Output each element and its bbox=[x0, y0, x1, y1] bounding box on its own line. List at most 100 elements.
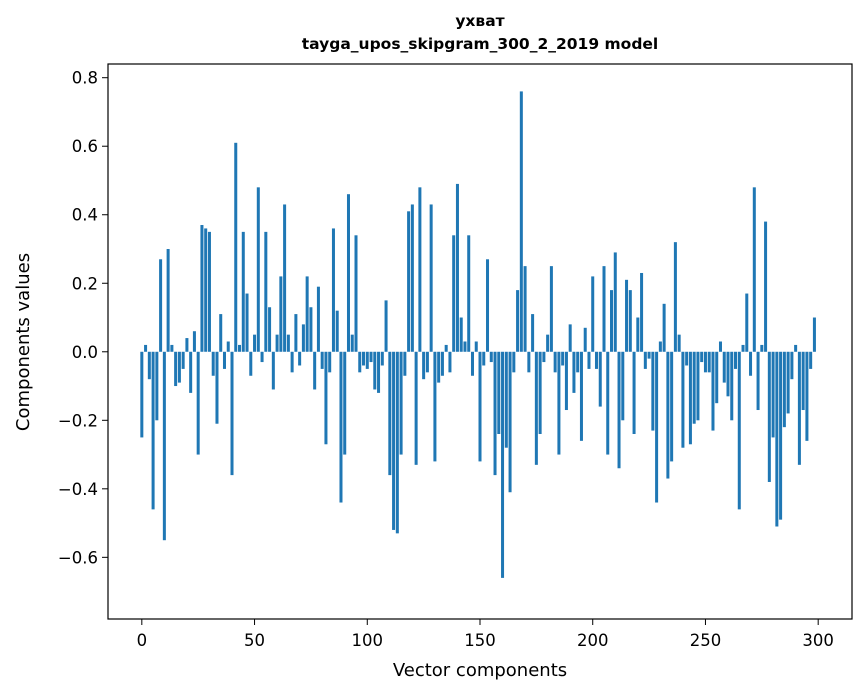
bar bbox=[809, 351, 813, 369]
bar bbox=[579, 351, 583, 441]
bar bbox=[643, 351, 647, 369]
bar bbox=[335, 310, 339, 352]
bar bbox=[249, 351, 253, 376]
bar bbox=[549, 266, 553, 352]
bar bbox=[283, 204, 287, 352]
bar bbox=[181, 351, 185, 369]
bar bbox=[594, 351, 598, 369]
bar bbox=[140, 351, 144, 438]
bar bbox=[279, 276, 283, 352]
bar bbox=[268, 307, 272, 352]
bar bbox=[151, 351, 155, 510]
bar bbox=[670, 351, 674, 462]
bar bbox=[177, 351, 181, 383]
bar bbox=[324, 351, 328, 445]
bar bbox=[437, 351, 441, 383]
bar bbox=[410, 204, 414, 352]
bar bbox=[264, 231, 268, 352]
bar bbox=[373, 351, 377, 390]
bar bbox=[489, 351, 493, 363]
x-axis-label: Vector components bbox=[393, 660, 567, 681]
bar bbox=[377, 351, 381, 393]
bar bbox=[407, 211, 411, 352]
bar bbox=[358, 351, 362, 373]
bar bbox=[463, 341, 467, 352]
bar bbox=[470, 351, 474, 376]
bar bbox=[583, 327, 587, 352]
bar bbox=[681, 351, 685, 448]
bar bbox=[587, 351, 591, 369]
bar bbox=[290, 351, 294, 373]
bar bbox=[399, 351, 403, 455]
y-tick-label: −0.4 bbox=[58, 480, 98, 499]
bar bbox=[538, 351, 542, 434]
bar bbox=[741, 344, 745, 352]
bar bbox=[185, 338, 189, 352]
bar bbox=[440, 351, 444, 376]
bar bbox=[636, 317, 640, 352]
bar bbox=[211, 351, 215, 376]
bar bbox=[685, 351, 689, 366]
bar bbox=[444, 344, 448, 352]
bar bbox=[204, 228, 208, 352]
bar bbox=[658, 341, 662, 352]
bar bbox=[200, 225, 204, 352]
bar bbox=[271, 351, 275, 390]
bar bbox=[245, 293, 249, 352]
x-tick-label: 100 bbox=[352, 631, 384, 650]
chart-title-word: ухват bbox=[455, 12, 504, 30]
bar bbox=[677, 334, 681, 352]
y-tick-label: 0.2 bbox=[72, 274, 98, 293]
x-tick-label: 300 bbox=[802, 631, 834, 650]
bar bbox=[734, 351, 738, 369]
bar bbox=[576, 351, 580, 373]
bar bbox=[610, 290, 614, 352]
bar bbox=[354, 235, 358, 352]
bar bbox=[452, 235, 456, 352]
bar bbox=[707, 351, 711, 373]
bar bbox=[666, 351, 670, 479]
bar bbox=[467, 235, 471, 352]
bar bbox=[339, 351, 343, 503]
bar bbox=[726, 351, 730, 397]
bar bbox=[553, 351, 557, 373]
bar bbox=[241, 231, 245, 352]
bar bbox=[429, 204, 433, 352]
bar bbox=[380, 351, 384, 366]
y-axis-label: Components values bbox=[13, 253, 34, 431]
bar bbox=[365, 351, 369, 369]
bar bbox=[159, 259, 163, 352]
bar bbox=[298, 351, 302, 366]
bar bbox=[418, 187, 422, 352]
bar bbox=[805, 351, 809, 441]
bar bbox=[189, 351, 193, 393]
bar bbox=[640, 272, 644, 352]
bar bbox=[696, 351, 700, 421]
bar bbox=[651, 351, 655, 431]
bar bbox=[253, 334, 257, 352]
bar bbox=[628, 290, 632, 352]
bar bbox=[797, 351, 801, 465]
bar bbox=[613, 252, 617, 352]
x-tick-label: 0 bbox=[137, 631, 148, 650]
bar bbox=[812, 317, 816, 352]
bar bbox=[703, 351, 707, 373]
bar bbox=[486, 259, 490, 352]
bar bbox=[621, 351, 625, 421]
bar bbox=[737, 351, 741, 510]
bar bbox=[542, 351, 546, 363]
bar bbox=[775, 351, 779, 527]
bar bbox=[448, 351, 452, 373]
bar bbox=[316, 286, 320, 352]
bar bbox=[564, 351, 568, 411]
bar bbox=[516, 290, 520, 352]
bar bbox=[369, 351, 373, 363]
bar bbox=[215, 351, 219, 424]
bar bbox=[692, 351, 696, 424]
bar bbox=[166, 249, 170, 352]
bar bbox=[711, 351, 715, 431]
bar bbox=[512, 351, 516, 373]
y-axis: −0.6 −0.4 −0.2 0.0 0.2 0.4 0.6 0.8 bbox=[58, 69, 108, 567]
bar bbox=[572, 351, 576, 393]
